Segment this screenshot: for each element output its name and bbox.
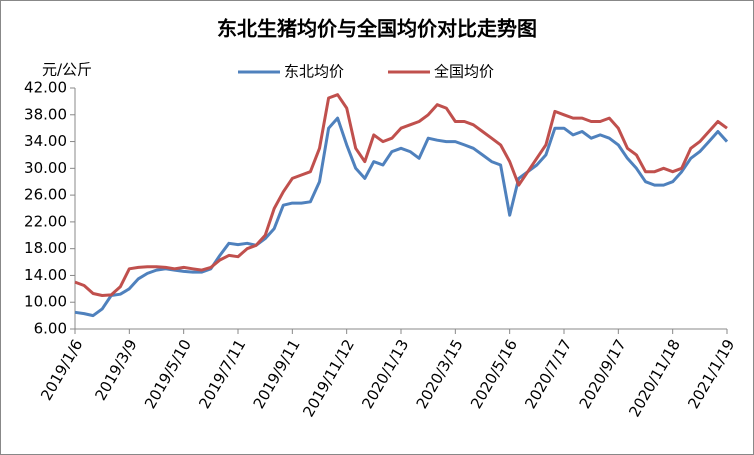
legend-label: 全国均价 [434,63,494,81]
series-line [74,93,728,297]
y-tick-label: 26.00 [24,186,67,204]
y-tick-label: 18.00 [24,239,67,257]
y-tick-label: 22.00 [24,212,67,230]
y-tick-label: 38.00 [24,105,67,123]
y-tick-label: 14.00 [24,266,67,284]
y-tick-label: 30.00 [24,159,67,177]
y-tick-label: 10.00 [24,293,67,311]
chart-title: 东北生猪均价与全国均价对比走势图 [217,17,537,41]
y-axis-label: 元/公斤 [42,61,92,79]
y-tick-label: 34.00 [24,132,67,150]
y-tick-label: 6.00 [34,320,67,338]
series-line [74,116,729,318]
legend-label: 东北均价 [284,63,344,81]
y-tick-label: 42.00 [24,79,67,97]
